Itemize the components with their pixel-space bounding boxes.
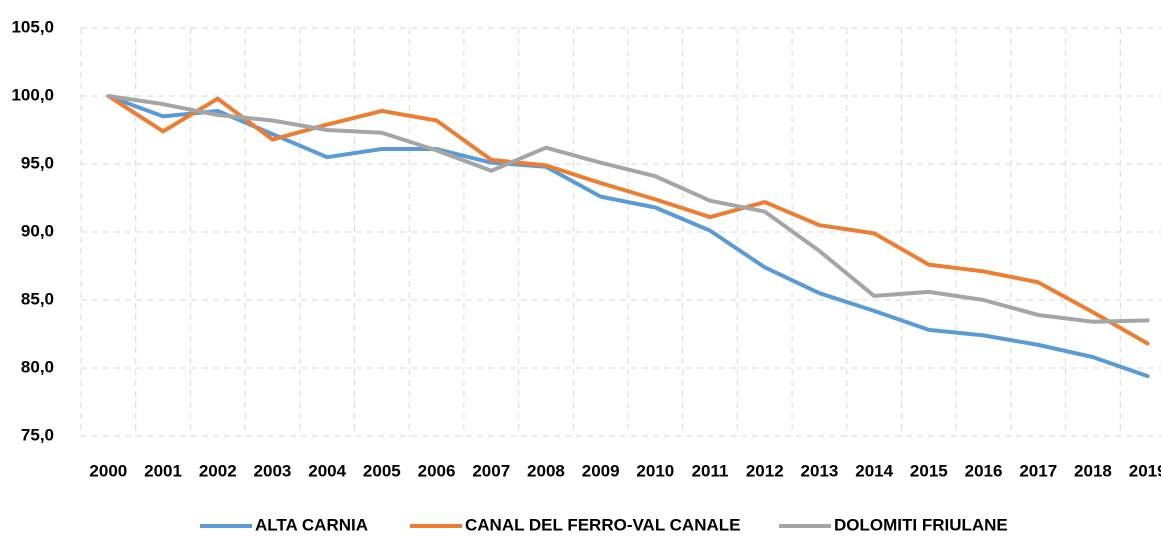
y-tick-label: 75,0 <box>21 425 54 444</box>
x-tick-label: 2013 <box>801 461 839 480</box>
x-tick-label: 2004 <box>308 461 346 480</box>
x-tick-label: 2003 <box>254 461 292 480</box>
x-tick-label: 2011 <box>692 461 729 480</box>
x-tick-label: 2017 <box>1019 461 1057 480</box>
y-tick-label: 105,0 <box>11 17 54 36</box>
x-tick-label: 2006 <box>418 461 456 480</box>
series-line <box>106 94 1150 346</box>
x-tick-label: 2018 <box>1074 461 1112 480</box>
y-tick-label: 85,0 <box>21 289 54 308</box>
x-tick-label: 2015 <box>910 461 948 480</box>
legend-label: DOLOMITI FRIULANE <box>834 515 1008 534</box>
x-tick-label: 2008 <box>527 461 565 480</box>
y-tick-label: 80,0 <box>21 357 54 376</box>
x-tick-label: 2002 <box>199 461 237 480</box>
x-tick-label: 2010 <box>636 461 674 480</box>
x-tick-label: 2007 <box>472 461 510 480</box>
y-tick-label: 95,0 <box>21 153 54 172</box>
x-tick-label: 2016 <box>965 461 1003 480</box>
legend-label: ALTA CARNIA <box>255 515 368 534</box>
y-tick-label: 90,0 <box>21 221 54 240</box>
x-tick-label: 2012 <box>746 461 784 480</box>
x-tick-label: 2001 <box>144 461 182 480</box>
x-tick-label: 2019 <box>1129 461 1161 480</box>
series-line <box>106 94 1150 324</box>
y-tick-label: 100,0 <box>11 85 54 104</box>
x-tick-label: 2014 <box>855 461 893 480</box>
x-tick-label: 2005 <box>363 461 401 480</box>
x-tick-label: 2009 <box>582 461 620 480</box>
x-tick-label: 2000 <box>89 461 127 480</box>
legend-label: CANAL DEL FERRO-VAL CANALE <box>465 515 740 534</box>
